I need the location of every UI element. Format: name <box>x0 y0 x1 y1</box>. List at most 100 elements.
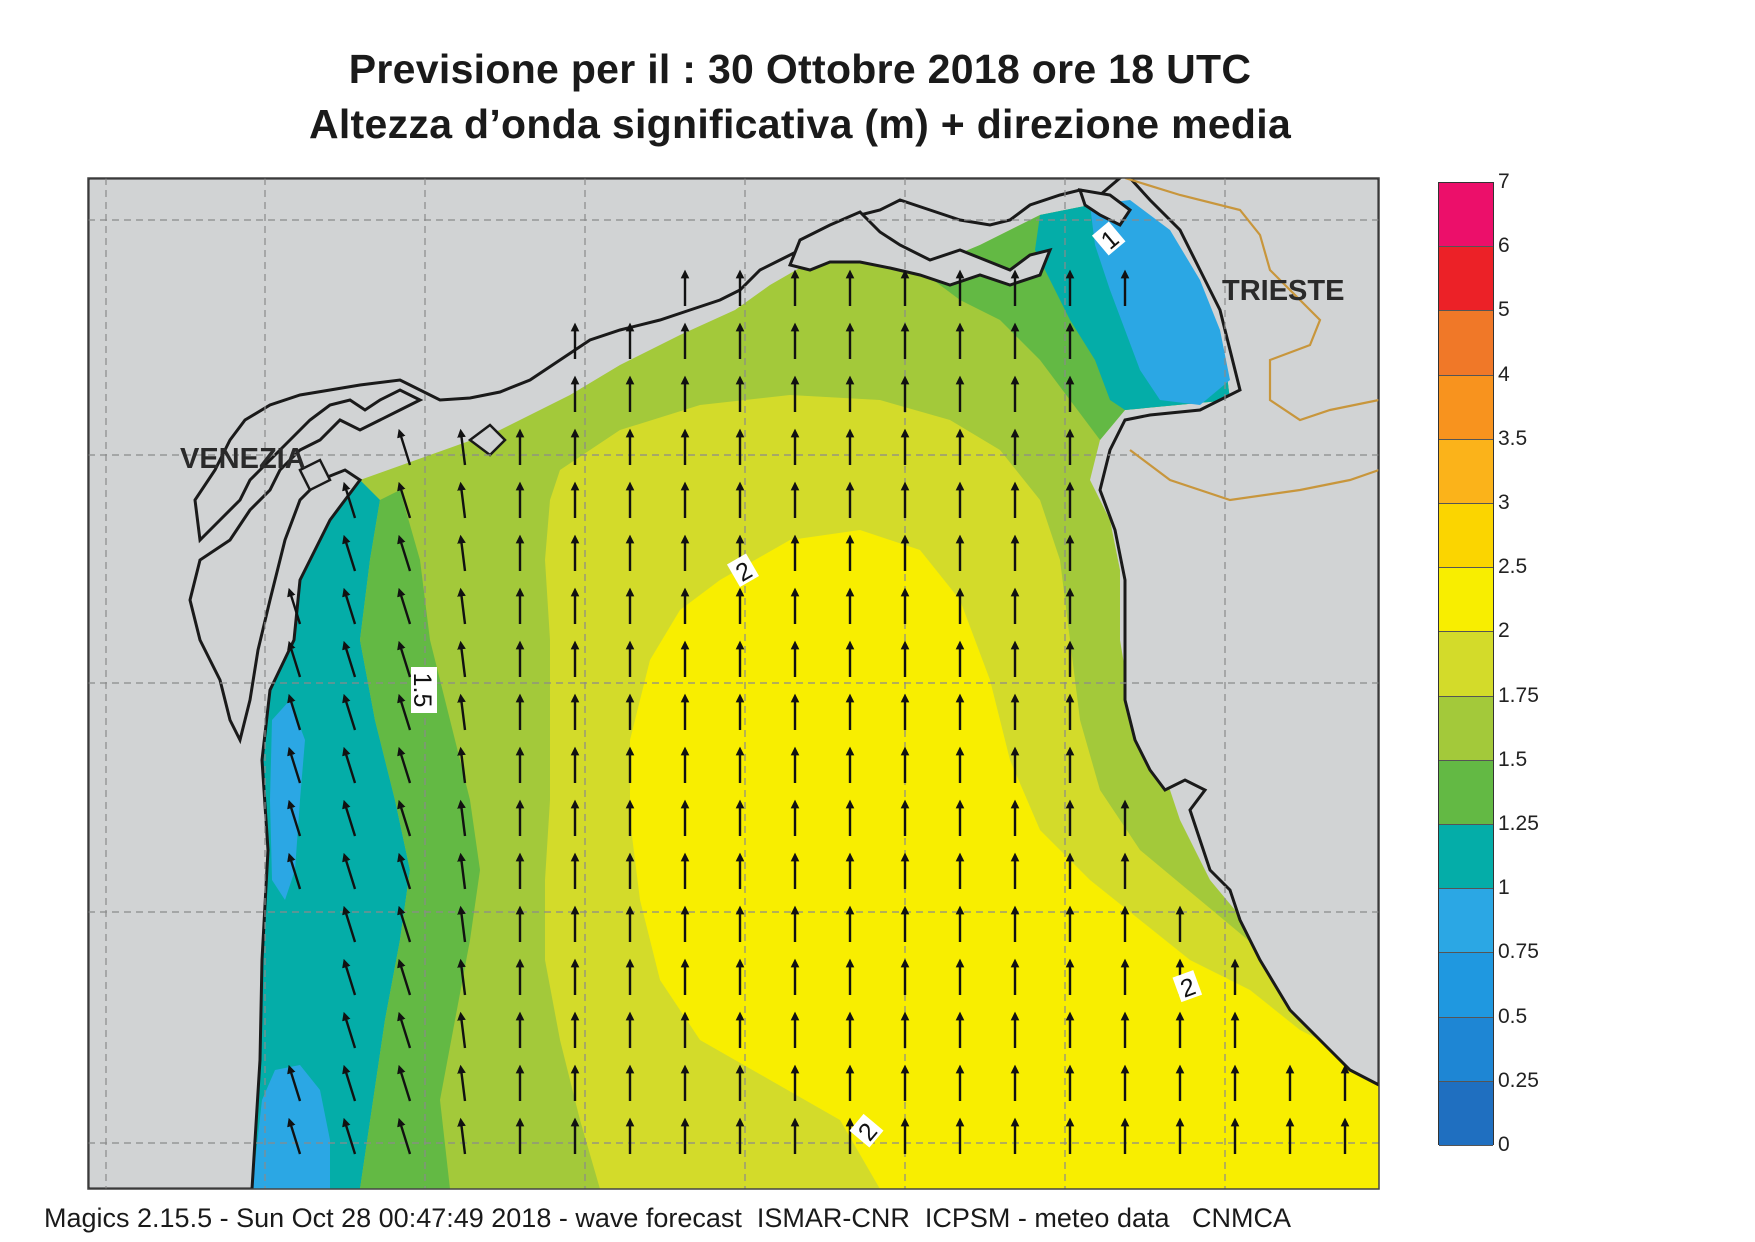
colorbar-segment <box>1439 568 1493 633</box>
colorbar-segment <box>1439 760 1493 825</box>
colorbar-segment <box>1439 504 1493 569</box>
wave-direction-arrow <box>342 481 357 519</box>
colorbar-segment <box>1439 889 1493 954</box>
wave-direction-arrow <box>397 534 412 572</box>
wave-direction-arrow <box>342 905 357 943</box>
island <box>467 423 507 457</box>
national-border <box>1129 449 1379 502</box>
istria-land <box>1098 178 1379 1087</box>
wave-direction-arrow <box>457 958 467 996</box>
wave-direction-arrow <box>457 640 467 678</box>
wave-direction-arrow <box>457 746 467 784</box>
wave-band-1.25-1.5-west <box>360 490 480 1189</box>
colorbar-tick-label: 1 <box>1498 876 1510 900</box>
trieste-coast <box>1077 188 1133 227</box>
wave-direction-arrow <box>287 693 302 731</box>
colorbar <box>1438 182 1494 1146</box>
wave-direction-arrow <box>342 1064 357 1102</box>
wave-direction-arrow <box>342 799 357 837</box>
wave-direction-arrow <box>287 1117 302 1155</box>
wave-direction-arrow <box>397 481 412 519</box>
map-frame <box>87 177 1380 1190</box>
wave-direction-arrow <box>397 799 412 837</box>
wave-direction-arrow <box>397 905 412 943</box>
national-border <box>1124 178 1379 422</box>
colorbar-tick-label: 7 <box>1498 170 1510 193</box>
colorbar-segment <box>1439 375 1493 440</box>
colorbar-tick-label: 0 <box>1498 1133 1510 1156</box>
colorbar-segment <box>1439 439 1493 504</box>
colorbar-tick-label: 1.75 <box>1498 683 1539 707</box>
wave-direction-arrow <box>457 481 467 519</box>
wave-direction-arrow <box>342 746 357 784</box>
colorbar-tick-label: 2 <box>1498 619 1510 643</box>
colorbar-tick-label: 0.5 <box>1498 1004 1528 1028</box>
wave-direction-arrow <box>287 746 302 784</box>
colorbar-segment <box>1439 1017 1493 1082</box>
wave-direction-arrow <box>397 587 412 625</box>
city-label-venezia: VENEZIA <box>180 443 306 475</box>
wave-direction-arrow <box>457 1117 467 1155</box>
wave-direction-arrows <box>287 269 1350 1155</box>
colorbar-tick-label: 6 <box>1498 234 1510 258</box>
wave-direction-arrow <box>397 428 412 466</box>
wave-direction-arrow <box>397 1011 412 1049</box>
wave-direction-arrow <box>397 1064 412 1102</box>
wave-direction-arrow <box>457 534 467 572</box>
wave-direction-arrow <box>457 693 467 731</box>
colorbar-segment <box>1439 311 1493 376</box>
contour-label-1.5: 1.5 <box>408 667 437 713</box>
forecast-subtitle: Altezza d’onda significativa (m) + direz… <box>308 101 1292 147</box>
colorbar-tick-label: 1.5 <box>1498 747 1528 771</box>
colorbar-segment <box>1439 953 1493 1018</box>
wave-direction-arrow <box>287 587 302 625</box>
forecast-title: Previsione per il : 30 Ottobre 2018 ore … <box>348 46 1252 92</box>
colorbar-tick-label: 2.5 <box>1498 555 1528 579</box>
colorbar-segment <box>1439 1081 1493 1146</box>
wave-band-2-2.5 <box>630 530 1379 1189</box>
wave-direction-arrow <box>342 958 357 996</box>
colorbar-tick-label: 0.75 <box>1498 940 1539 964</box>
wave-direction-arrow <box>397 958 412 996</box>
colorbar-segment <box>1439 696 1493 761</box>
svg-text:1.5: 1.5 <box>408 673 436 708</box>
wave-direction-arrow <box>397 640 412 678</box>
wave-direction-arrow <box>342 1011 357 1049</box>
colorbar-segment <box>1439 632 1493 697</box>
colorbar-segment <box>1439 247 1493 312</box>
wave-direction-arrow <box>342 1117 357 1155</box>
wave-direction-arrow <box>287 640 302 678</box>
wave-direction-arrow <box>457 852 467 890</box>
city-label-trieste: TRIESTE <box>1222 275 1344 307</box>
wave-direction-arrow <box>397 693 412 731</box>
wave-direction-arrow <box>342 587 357 625</box>
wave-direction-arrow <box>287 1064 302 1102</box>
wave-direction-arrow <box>397 852 412 890</box>
wave-direction-arrow <box>287 852 302 890</box>
wave-direction-arrow <box>457 428 467 466</box>
wave-direction-arrow <box>397 746 412 784</box>
wave-direction-arrow <box>457 905 467 943</box>
wave-direction-arrow <box>342 640 357 678</box>
colorbar-tick-label: 5 <box>1498 298 1510 322</box>
wave-direction-arrow <box>457 587 467 625</box>
colorbar-tick-label: 3.5 <box>1498 426 1528 450</box>
wave-direction-arrow <box>397 1117 412 1155</box>
wave-direction-arrow <box>342 693 357 731</box>
colorbar-tick-label: 3 <box>1498 491 1510 514</box>
colorbar-segment <box>1439 825 1493 890</box>
wave-band-1-1.25-west <box>252 480 410 1189</box>
wave-band-0.75-1-trieste <box>1090 200 1230 405</box>
colorbar-segment <box>1439 183 1493 248</box>
island <box>298 458 332 492</box>
wave-direction-arrow <box>287 799 302 837</box>
colorbar-tick-label: 0.25 <box>1498 1068 1539 1092</box>
wave-direction-arrow <box>342 534 357 572</box>
footer-credits: Magics 2.15.5 - Sun Oct 28 00:47:49 2018… <box>44 1203 1291 1233</box>
wave-direction-arrow <box>457 1011 467 1049</box>
contour-label-2-east: 2 <box>1172 970 1203 1004</box>
colorbar-tick-label: 1.25 <box>1498 812 1539 835</box>
wave-direction-arrow <box>457 1064 467 1102</box>
wave-direction-arrow <box>342 852 357 890</box>
